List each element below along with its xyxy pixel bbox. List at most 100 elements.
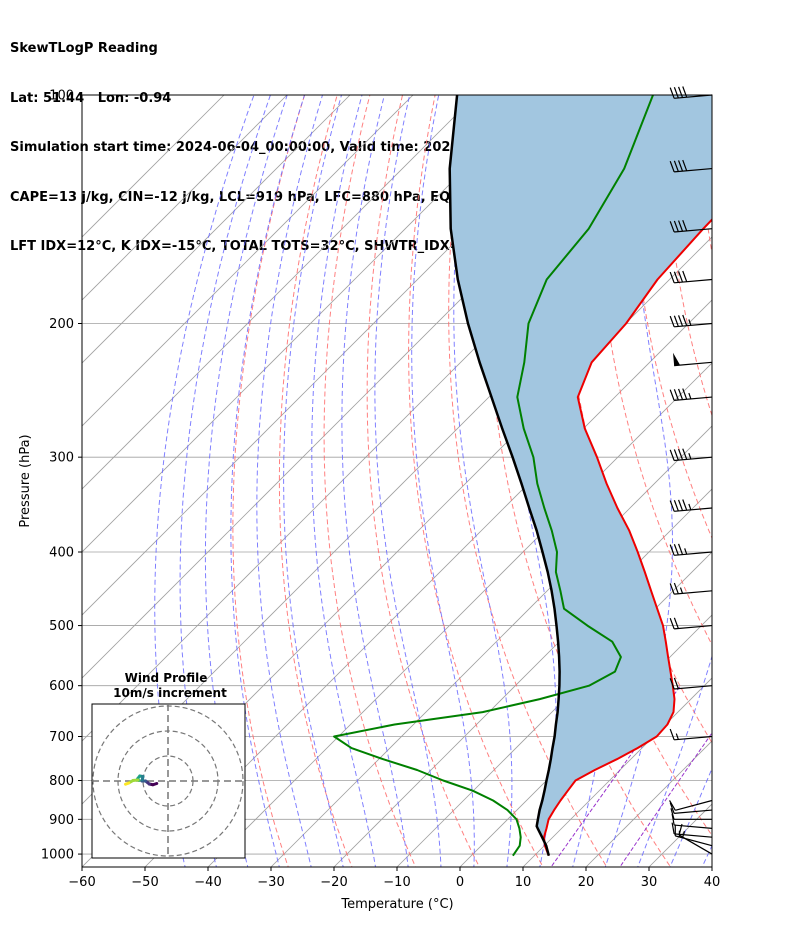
wind-barb-flag [669,271,675,284]
wind-barb-flag [682,448,688,460]
x-axis-label: Temperature (°C) [340,897,453,912]
dry-adiabat-line [323,95,417,867]
wind-barb-flag [678,271,684,283]
wind-barb-half-flag [688,392,692,400]
x-tick-label: −20 [320,875,347,890]
wind-barb [671,822,713,838]
wind-barb-staff [674,396,713,401]
wind-barb-staff [674,278,713,284]
y-tick-label: 600 [49,679,74,694]
wind-barb-staff [674,507,713,512]
wind-barb-flag [673,582,679,594]
wind-barb-flag [669,544,675,556]
wind-barb [669,582,713,595]
wind-barb-flag [678,448,684,460]
wind-barb-half-flag [688,319,692,326]
wind-barb-flag [673,271,679,283]
wind-barb-flag [682,270,688,282]
wind-barb [673,352,713,367]
wind-barb-flag [669,389,675,401]
wind-barb-staff [674,833,713,838]
wind-barb-staff [674,824,713,829]
wind-barb [669,799,713,811]
x-tick-label: 10 [515,875,532,890]
isotherm-line [82,95,351,364]
wind-barb-flag [678,543,684,555]
wind-barb-staff [674,809,713,814]
dry-adiabat-line [760,78,794,885]
dewpoint-profile-line [333,95,654,857]
wind-barb-staff [674,228,713,233]
x-tick-label: −40 [194,875,221,890]
wind-barb-staff [674,624,713,630]
cape-shaded-area [449,95,712,856]
hodograph-segment [124,781,131,786]
wind-barb-staff [674,322,713,328]
wind-barb-flag [673,449,679,461]
wind-barb-staff [674,590,713,595]
wind-barb-flag [673,389,679,401]
axes: −60 −50 −40 −30 −20 −10 0 10 20 30 40 1000 900 800 700… [41,89,720,891]
isotherm-line [82,95,540,553]
wind-barb [669,159,713,173]
wind-barb [669,543,713,556]
wind-barb [669,219,713,233]
profile-lines [333,95,712,857]
wind-barb-flag [678,220,684,232]
moist-adiabat-line [204,95,288,867]
wind-barb-flag [682,314,688,326]
wind-barb [669,677,713,690]
wind-barb-flag [669,800,676,811]
wind-barb [669,728,713,741]
header-line-title: SkewTLogP Reading [10,41,158,56]
dry-adiabat-line [448,95,608,867]
moist-adiabat-line [311,95,377,867]
dry-adiabat-line [408,95,544,867]
wind-barb-staff [674,735,713,741]
dry-adiabat-line [595,95,712,646]
mixing-ratio-line [706,686,794,886]
wind-barb-flag [678,315,684,327]
wind-barb-flag [678,86,684,98]
wind-barb-flag [671,822,675,834]
x-tick-label: −50 [131,875,158,890]
wind-barb-flag [669,221,675,233]
header-line-location: Lat: 51.44 Lon: -0.94 [10,90,172,106]
wind-barb-flag [678,160,684,172]
x-tick-label: −10 [383,875,410,890]
dry-adiabat-line [728,78,794,885]
wind-barb-flag [673,544,679,556]
wind-barb-flag [673,315,679,327]
isotherm-line [333,488,712,867]
moist-adiabat-line [341,95,409,867]
moist-adiabat-line [230,95,305,867]
hodograph-content [92,704,245,858]
wind-barb-flag [669,87,675,99]
isotherm-line [82,95,225,238]
wind-barb-flag [673,220,679,232]
wind-barb-flag [669,678,675,690]
y-tick-label: 200 [49,317,74,332]
isotherm-line [757,60,794,885]
wind-barb [669,448,713,462]
wind-barb-staff [674,685,713,690]
moist-adiabat-line [453,95,513,867]
isotherm-line [522,677,712,867]
wind-barb-staff [675,835,713,847]
wind-barb-flag [682,388,688,400]
moist-adiabat-line [411,95,475,867]
x-tick-label: 40 [704,875,721,890]
wind-barb-flag [682,159,688,171]
moist-adiabat-line [179,95,271,867]
x-tick-label: −30 [257,875,284,890]
dry-adiabat-line [278,95,353,867]
wind-barb-staff [674,551,713,556]
wind-barb-flag [673,677,679,689]
moist-adiabat-line [283,95,344,867]
y-tick-label: 400 [49,546,74,561]
moist-adiabat-line [637,654,712,867]
wind-barb-half-flag [675,733,679,740]
temperature-profile-line [543,218,712,857]
wind-barb-pennant [673,352,681,366]
moist-adiabat-line [256,95,323,867]
